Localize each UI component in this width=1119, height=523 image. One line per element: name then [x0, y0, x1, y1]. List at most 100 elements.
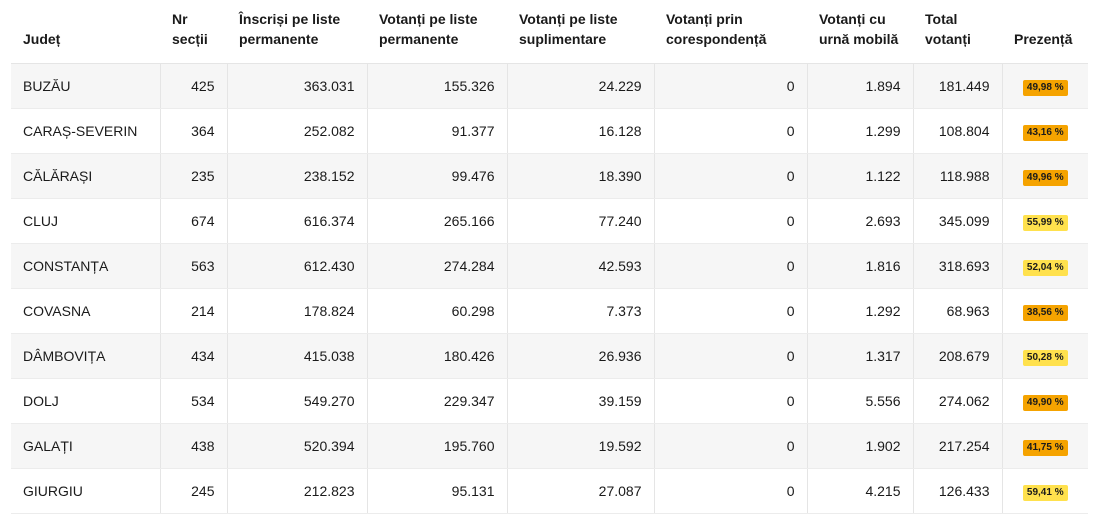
cell-registered: 415.038: [227, 333, 368, 379]
cell-voters-mail: 0: [654, 108, 808, 154]
header-voters-supplementary[interactable]: Votanți pe liste suplimentare: [519, 11, 618, 47]
turnout-badge: 38,56 %: [1022, 304, 1068, 321]
cell-voters-mobile: 1.299: [807, 108, 914, 154]
cell-turnout: 55,99 %: [1002, 198, 1088, 244]
turnout-badge: 41,75 %: [1022, 439, 1068, 456]
cell-total: 68.963: [913, 288, 1003, 334]
turnout-badge: 59,41 %: [1022, 484, 1068, 501]
cell-turnout: 49,96 %: [1002, 153, 1088, 199]
turnout-badge: 50,28 %: [1022, 349, 1068, 366]
table-row[interactable]: GIURGIU 245 212.823 95.131 27.087 0 4.215 126.4…: [11, 468, 1088, 514]
cell-turnout: 38,56 %: [1002, 288, 1088, 334]
table-row[interactable]: CARAȘ-SEVERIN 364 252.082 91.377 16.128 0 1.29…: [11, 108, 1088, 154]
cell-sections: 438: [160, 423, 228, 469]
header-county[interactable]: Județ: [23, 31, 61, 47]
header-row: Județ Nr secții Înscriși pe liste perman…: [11, 0, 1088, 64]
cell-voters-mail: 0: [654, 333, 808, 379]
cell-turnout: 41,75 %: [1002, 423, 1088, 469]
cell-total: 318.693: [913, 243, 1003, 289]
cell-voters-mobile: 1.902: [807, 423, 914, 469]
cell-voters-supplementary: 42.593: [507, 243, 655, 289]
cell-voters-mail: 0: [654, 378, 808, 424]
cell-county: CĂLĂRAȘI: [11, 153, 161, 199]
cell-total: 208.679: [913, 333, 1003, 379]
header-registered[interactable]: Înscriși pe liste permanente: [239, 11, 341, 47]
cell-total: 274.062: [913, 378, 1003, 424]
cell-voters-supplementary: 18.390: [507, 153, 655, 199]
cell-county: BUZĂU: [11, 63, 161, 109]
cell-voters-supplementary: 27.087: [507, 468, 655, 514]
table-header: Județ Nr secții Înscriși pe liste perman…: [11, 0, 1088, 64]
cell-registered: 238.152: [227, 153, 368, 199]
cell-voters-permanent: 99.476: [367, 153, 508, 199]
cell-sections: 674: [160, 198, 228, 244]
cell-registered: 549.270: [227, 378, 368, 424]
header-total[interactable]: Total votanți: [925, 11, 971, 47]
table-row[interactable]: CLUJ 674 616.374 265.166 77.240 0 2.693 345.099…: [11, 198, 1088, 244]
cell-registered: 612.430: [227, 243, 368, 289]
cell-voters-permanent: 229.347: [367, 378, 508, 424]
table-body: BUZĂU 425 363.031 155.326 24.229 0 1.894 181.44…: [11, 63, 1088, 514]
table-row[interactable]: DOLJ 534 549.270 229.347 39.159 0 5.556 274.062…: [11, 378, 1088, 424]
cell-voters-permanent: 95.131: [367, 468, 508, 514]
cell-voters-supplementary: 7.373: [507, 288, 655, 334]
cell-voters-mail: 0: [654, 198, 808, 244]
cell-registered: 616.374: [227, 198, 368, 244]
cell-voters-supplementary: 26.936: [507, 333, 655, 379]
cell-sections: 235: [160, 153, 228, 199]
table-row[interactable]: BUZĂU 425 363.031 155.326 24.229 0 1.894 181.44…: [11, 63, 1088, 109]
cell-voters-mobile: 4.215: [807, 468, 914, 514]
cell-turnout: 59,41 %: [1002, 468, 1088, 514]
cell-voters-permanent: 91.377: [367, 108, 508, 154]
cell-voters-mail: 0: [654, 153, 808, 199]
table-row[interactable]: DÂMBOVIȚA 434 415.038 180.426 26.936 0 1.317 20…: [11, 333, 1088, 379]
header-voters-mail[interactable]: Votanți prin corespondență: [666, 11, 767, 47]
cell-voters-permanent: 274.284: [367, 243, 508, 289]
header-turnout[interactable]: Prezență: [1014, 31, 1073, 47]
cell-voters-mobile: 1.122: [807, 153, 914, 199]
cell-voters-permanent: 180.426: [367, 333, 508, 379]
cell-county: GIURGIU: [11, 468, 161, 514]
cell-sections: 425: [160, 63, 228, 109]
table-row[interactable]: GALAȚI 438 520.394 195.760 19.592 0 1.902 217.2…: [11, 423, 1088, 469]
cell-voters-mail: 0: [654, 243, 808, 289]
cell-voters-supplementary: 24.229: [507, 63, 655, 109]
turnout-table: Județ Nr secții Înscriși pe liste perman…: [11, 0, 1088, 514]
cell-county: COVASNA: [11, 288, 161, 334]
header-sections[interactable]: Nr secții: [172, 11, 208, 47]
cell-sections: 434: [160, 333, 228, 379]
cell-voters-mobile: 1.317: [807, 333, 914, 379]
cell-voters-mail: 0: [654, 468, 808, 514]
cell-voters-mail: 0: [654, 423, 808, 469]
cell-county: DÂMBOVIȚA: [11, 333, 161, 379]
cell-turnout: 43,16 %: [1002, 108, 1088, 154]
cell-total: 118.988: [913, 153, 1003, 199]
cell-sections: 534: [160, 378, 228, 424]
cell-voters-permanent: 265.166: [367, 198, 508, 244]
table-row[interactable]: COVASNA 214 178.824 60.298 7.373 0 1.292 68.963…: [11, 288, 1088, 334]
turnout-badge: 55,99 %: [1022, 214, 1068, 231]
cell-county: CONSTANȚA: [11, 243, 161, 289]
cell-voters-permanent: 155.326: [367, 63, 508, 109]
cell-voters-mail: 0: [654, 63, 808, 109]
turnout-badge: 49,96 %: [1022, 169, 1068, 186]
cell-voters-supplementary: 16.128: [507, 108, 655, 154]
table-row[interactable]: CONSTANȚA 563 612.430 274.284 42.593 0 1.816 31…: [11, 243, 1088, 289]
cell-sections: 563: [160, 243, 228, 289]
cell-county: CARAȘ-SEVERIN: [11, 108, 161, 154]
cell-voters-mobile: 2.693: [807, 198, 914, 244]
cell-turnout: 50,28 %: [1002, 333, 1088, 379]
cell-registered: 212.823: [227, 468, 368, 514]
header-voters-permanent[interactable]: Votanți pe liste permanente: [379, 11, 478, 47]
cell-voters-mobile: 1.816: [807, 243, 914, 289]
cell-registered: 252.082: [227, 108, 368, 154]
cell-voters-supplementary: 19.592: [507, 423, 655, 469]
cell-voters-permanent: 60.298: [367, 288, 508, 334]
cell-turnout: 49,90 %: [1002, 378, 1088, 424]
header-voters-mobile[interactable]: Votanți cu urnă mobilă: [819, 11, 899, 47]
cell-total: 126.433: [913, 468, 1003, 514]
turnout-badge: 43,16 %: [1022, 124, 1068, 141]
table-row[interactable]: CĂLĂRAȘI 235 238.152 99.476 18.390 0 1.122 118.…: [11, 153, 1088, 199]
cell-voters-permanent: 195.760: [367, 423, 508, 469]
